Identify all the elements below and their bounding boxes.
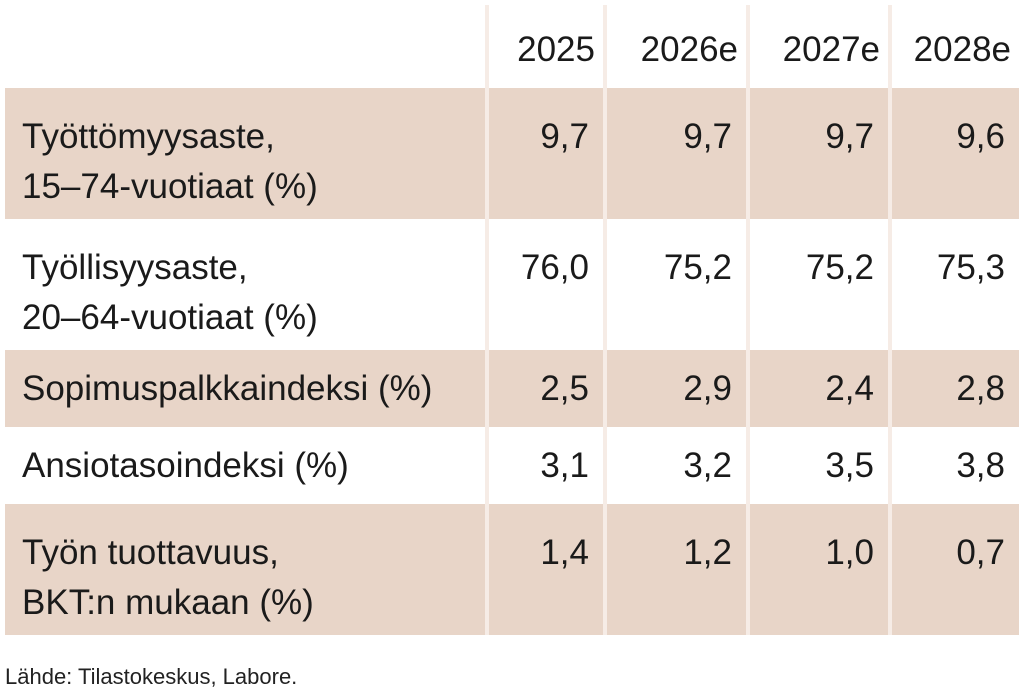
forecast-table: 2025 2026e 2027e 2028e Työttömyysaste, 15… [5, 5, 1019, 635]
cell-value: 3,1 [485, 427, 605, 504]
row-label-line: Työn tuottavuus, [22, 533, 279, 572]
cell-value: 3,2 [603, 427, 748, 504]
row-label-line: Työllisyysaste, [22, 248, 248, 287]
table-row: Sopimuspalkkaindeksi (%) 2,5 2,9 2,4 2,8 [5, 350, 1019, 427]
header-row: 2025 2026e 2027e 2028e [5, 5, 1019, 88]
table-row: Työllisyysaste, 20–64-vuotiaat (%) 76,0 7… [5, 219, 1019, 350]
header-year: 2028e [888, 5, 1019, 88]
row-label: Työttömyysaste, 15–74-vuotiaat (%) [5, 88, 487, 219]
cell-value: 2,4 [746, 350, 890, 427]
source-note: Lähde: Tilastokeskus, Labore. [5, 664, 298, 689]
table-row: Työttömyysaste, 15–74-vuotiaat (%) 9,7 9,… [5, 88, 1019, 219]
row-label: Sopimuspalkkaindeksi (%) [5, 350, 487, 427]
header-year: 2026e [603, 5, 748, 88]
cell-value: 9,7 [485, 88, 605, 219]
row-label-line: 20–64-vuotiaat (%) [22, 298, 318, 337]
cell-value: 2,8 [888, 350, 1019, 427]
cell-value: 75,2 [603, 219, 748, 350]
cell-value: 2,9 [603, 350, 748, 427]
cell-value: 1,4 [485, 504, 605, 635]
cell-value: 75,3 [888, 219, 1019, 350]
cell-value: 76,0 [485, 219, 605, 350]
cell-value: 1,0 [746, 504, 890, 635]
row-label-line: Työttömyysaste, [22, 117, 275, 156]
cell-value: 3,5 [746, 427, 890, 504]
cell-value: 0,7 [888, 504, 1019, 635]
table-row: Työn tuottavuus, BKT:n mukaan (%) 1,4 1,2… [5, 504, 1019, 635]
cell-value: 3,8 [888, 427, 1019, 504]
row-label: Työn tuottavuus, BKT:n mukaan (%) [5, 504, 487, 635]
cell-value: 9,6 [888, 88, 1019, 219]
row-label: Työllisyysaste, 20–64-vuotiaat (%) [5, 219, 487, 350]
cell-value: 9,7 [746, 88, 890, 219]
header-label [5, 5, 487, 88]
row-label-line: BKT:n mukaan (%) [22, 583, 314, 622]
header-year: 2025 [485, 5, 605, 88]
cell-value: 2,5 [485, 350, 605, 427]
cell-value: 1,2 [603, 504, 748, 635]
row-label: Ansiotasoindeksi (%) [22, 446, 349, 485]
row-label-line: 15–74-vuotiaat (%) [22, 167, 318, 206]
cell-value: 75,2 [746, 219, 890, 350]
header-year: 2027e [746, 5, 890, 88]
cell-value: 9,7 [603, 88, 748, 219]
table-row: Ansiotasoindeksi (%) 3,1 3,2 3,5 3,8 [5, 427, 1019, 504]
